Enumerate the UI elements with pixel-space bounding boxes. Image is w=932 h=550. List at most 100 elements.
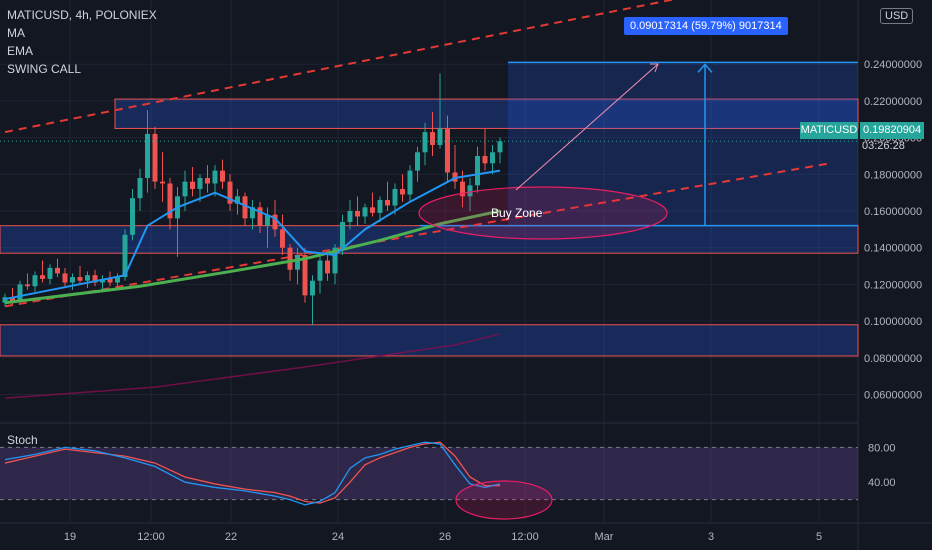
- indicator-ema[interactable]: EMA: [7, 44, 34, 58]
- bar-countdown: 03:26:28: [862, 140, 905, 152]
- candle-down: [430, 132, 435, 145]
- y-tick-label: 0.08000000: [864, 353, 922, 365]
- x-tick-label: 12:00: [137, 531, 165, 543]
- y-tick-label: 0.12000000: [864, 279, 922, 291]
- currency-button[interactable]: USD: [880, 8, 914, 24]
- stoch-tick-label: 80.00: [868, 442, 896, 454]
- candle-down: [482, 155, 488, 164]
- y-tick-label: 0.24000000: [864, 59, 922, 71]
- candle-down: [190, 181, 195, 189]
- candle-down: [460, 181, 465, 197]
- candle-up: [332, 247, 338, 274]
- ma-line: [4, 209, 501, 305]
- candle-down: [40, 275, 45, 279]
- candle-down: [370, 207, 375, 213]
- buy-zone-label: Buy Zone: [491, 206, 543, 220]
- zone-box: [0, 225, 859, 254]
- candle-up: [467, 185, 473, 197]
- candle-up: [340, 222, 345, 248]
- x-tick-label: Mar: [595, 531, 614, 543]
- candle-up: [295, 255, 300, 270]
- candle-down: [355, 211, 360, 217]
- candle-up: [310, 280, 315, 296]
- candle-up: [182, 181, 188, 197]
- candle-up: [130, 198, 135, 235]
- symbol-title: MATICUSD, 4h, POLONIEX: [7, 8, 157, 22]
- stoch-band: [0, 447, 858, 500]
- stoch-d-line: [4, 441, 500, 504]
- candle-up: [2, 297, 8, 303]
- candle-up: [32, 275, 38, 287]
- candle-up: [115, 277, 120, 283]
- measure-arrow-head: [697, 63, 713, 73]
- buy-zone-ellipse: [418, 186, 668, 240]
- candle-up: [235, 196, 240, 204]
- candle-down: [152, 133, 158, 182]
- candle-up: [497, 141, 503, 153]
- y-tick-label: 0.18000000: [864, 169, 922, 181]
- current-symbol-tag: MATICUSD: [800, 122, 858, 139]
- x-tick-label: 26: [439, 531, 451, 543]
- candle-up: [250, 207, 255, 219]
- zone-box: [0, 324, 859, 357]
- candle-down: [227, 181, 233, 204]
- candle-down: [400, 188, 405, 195]
- candle-down: [92, 275, 98, 283]
- measure-box: [508, 62, 858, 226]
- candle-up: [197, 177, 203, 189]
- indicator-ma[interactable]: MA: [7, 26, 25, 40]
- candle-up: [85, 275, 90, 281]
- candle-up: [407, 170, 413, 195]
- candle-up: [137, 177, 143, 199]
- candle-up: [377, 199, 383, 213]
- stoch-label: Stoch: [7, 433, 38, 447]
- indicator-swing-call[interactable]: SWING CALL: [7, 62, 82, 76]
- candle-down: [325, 260, 330, 274]
- x-tick-label: 22: [225, 531, 237, 543]
- x-tick-label: 3: [708, 531, 714, 543]
- x-tick-label: 12:00: [511, 531, 539, 543]
- y-tick-label: 0.14000000: [864, 243, 922, 255]
- candle-down: [220, 170, 225, 182]
- candle-down: [272, 214, 278, 230]
- candle-up: [490, 152, 495, 164]
- chart-legend: MATICUSD, 4h, POLONIEX MA EMA SWING CALL: [7, 6, 157, 78]
- candle-down: [107, 278, 113, 283]
- candle-up: [17, 284, 23, 301]
- candle-down: [10, 297, 15, 301]
- candle-down: [77, 277, 83, 281]
- candle-down: [287, 247, 293, 270]
- candle-down: [302, 255, 308, 296]
- candle-up: [422, 132, 428, 153]
- candle-down: [385, 199, 390, 206]
- projection-arrow-head: [650, 63, 659, 73]
- candle-up: [415, 152, 420, 171]
- candle-up: [212, 170, 218, 184]
- candle-up: [362, 207, 368, 217]
- candle-down: [62, 273, 68, 283]
- y-tick-label: 0.22000000: [864, 96, 922, 108]
- current-price-tag: 0.19820904: [860, 122, 925, 139]
- measure-label[interactable]: 0.09017314 (59.79%) 9017314: [624, 17, 788, 35]
- candle-up: [317, 260, 323, 281]
- candle-down: [205, 177, 210, 184]
- candle-down: [167, 183, 173, 219]
- swing-call-line: [4, 333, 501, 399]
- projection-arrow: [515, 63, 659, 191]
- candle-up: [122, 234, 128, 278]
- stoch-tick-label: 40.00: [868, 477, 896, 489]
- candle-up: [47, 267, 53, 279]
- candle-up: [100, 278, 105, 283]
- zone-box: [114, 98, 859, 129]
- ema-line: [4, 169, 501, 301]
- y-tick-label: 0.16000000: [864, 206, 922, 218]
- candle-down: [445, 128, 450, 173]
- candle-up: [437, 128, 443, 145]
- candle-down: [25, 284, 30, 287]
- candle-down: [257, 207, 263, 226]
- candle-up: [475, 155, 480, 186]
- y-tick-label: 0.06000000: [864, 389, 922, 401]
- y-tick-label: 0.10000000: [864, 316, 922, 328]
- candle-down: [280, 229, 285, 248]
